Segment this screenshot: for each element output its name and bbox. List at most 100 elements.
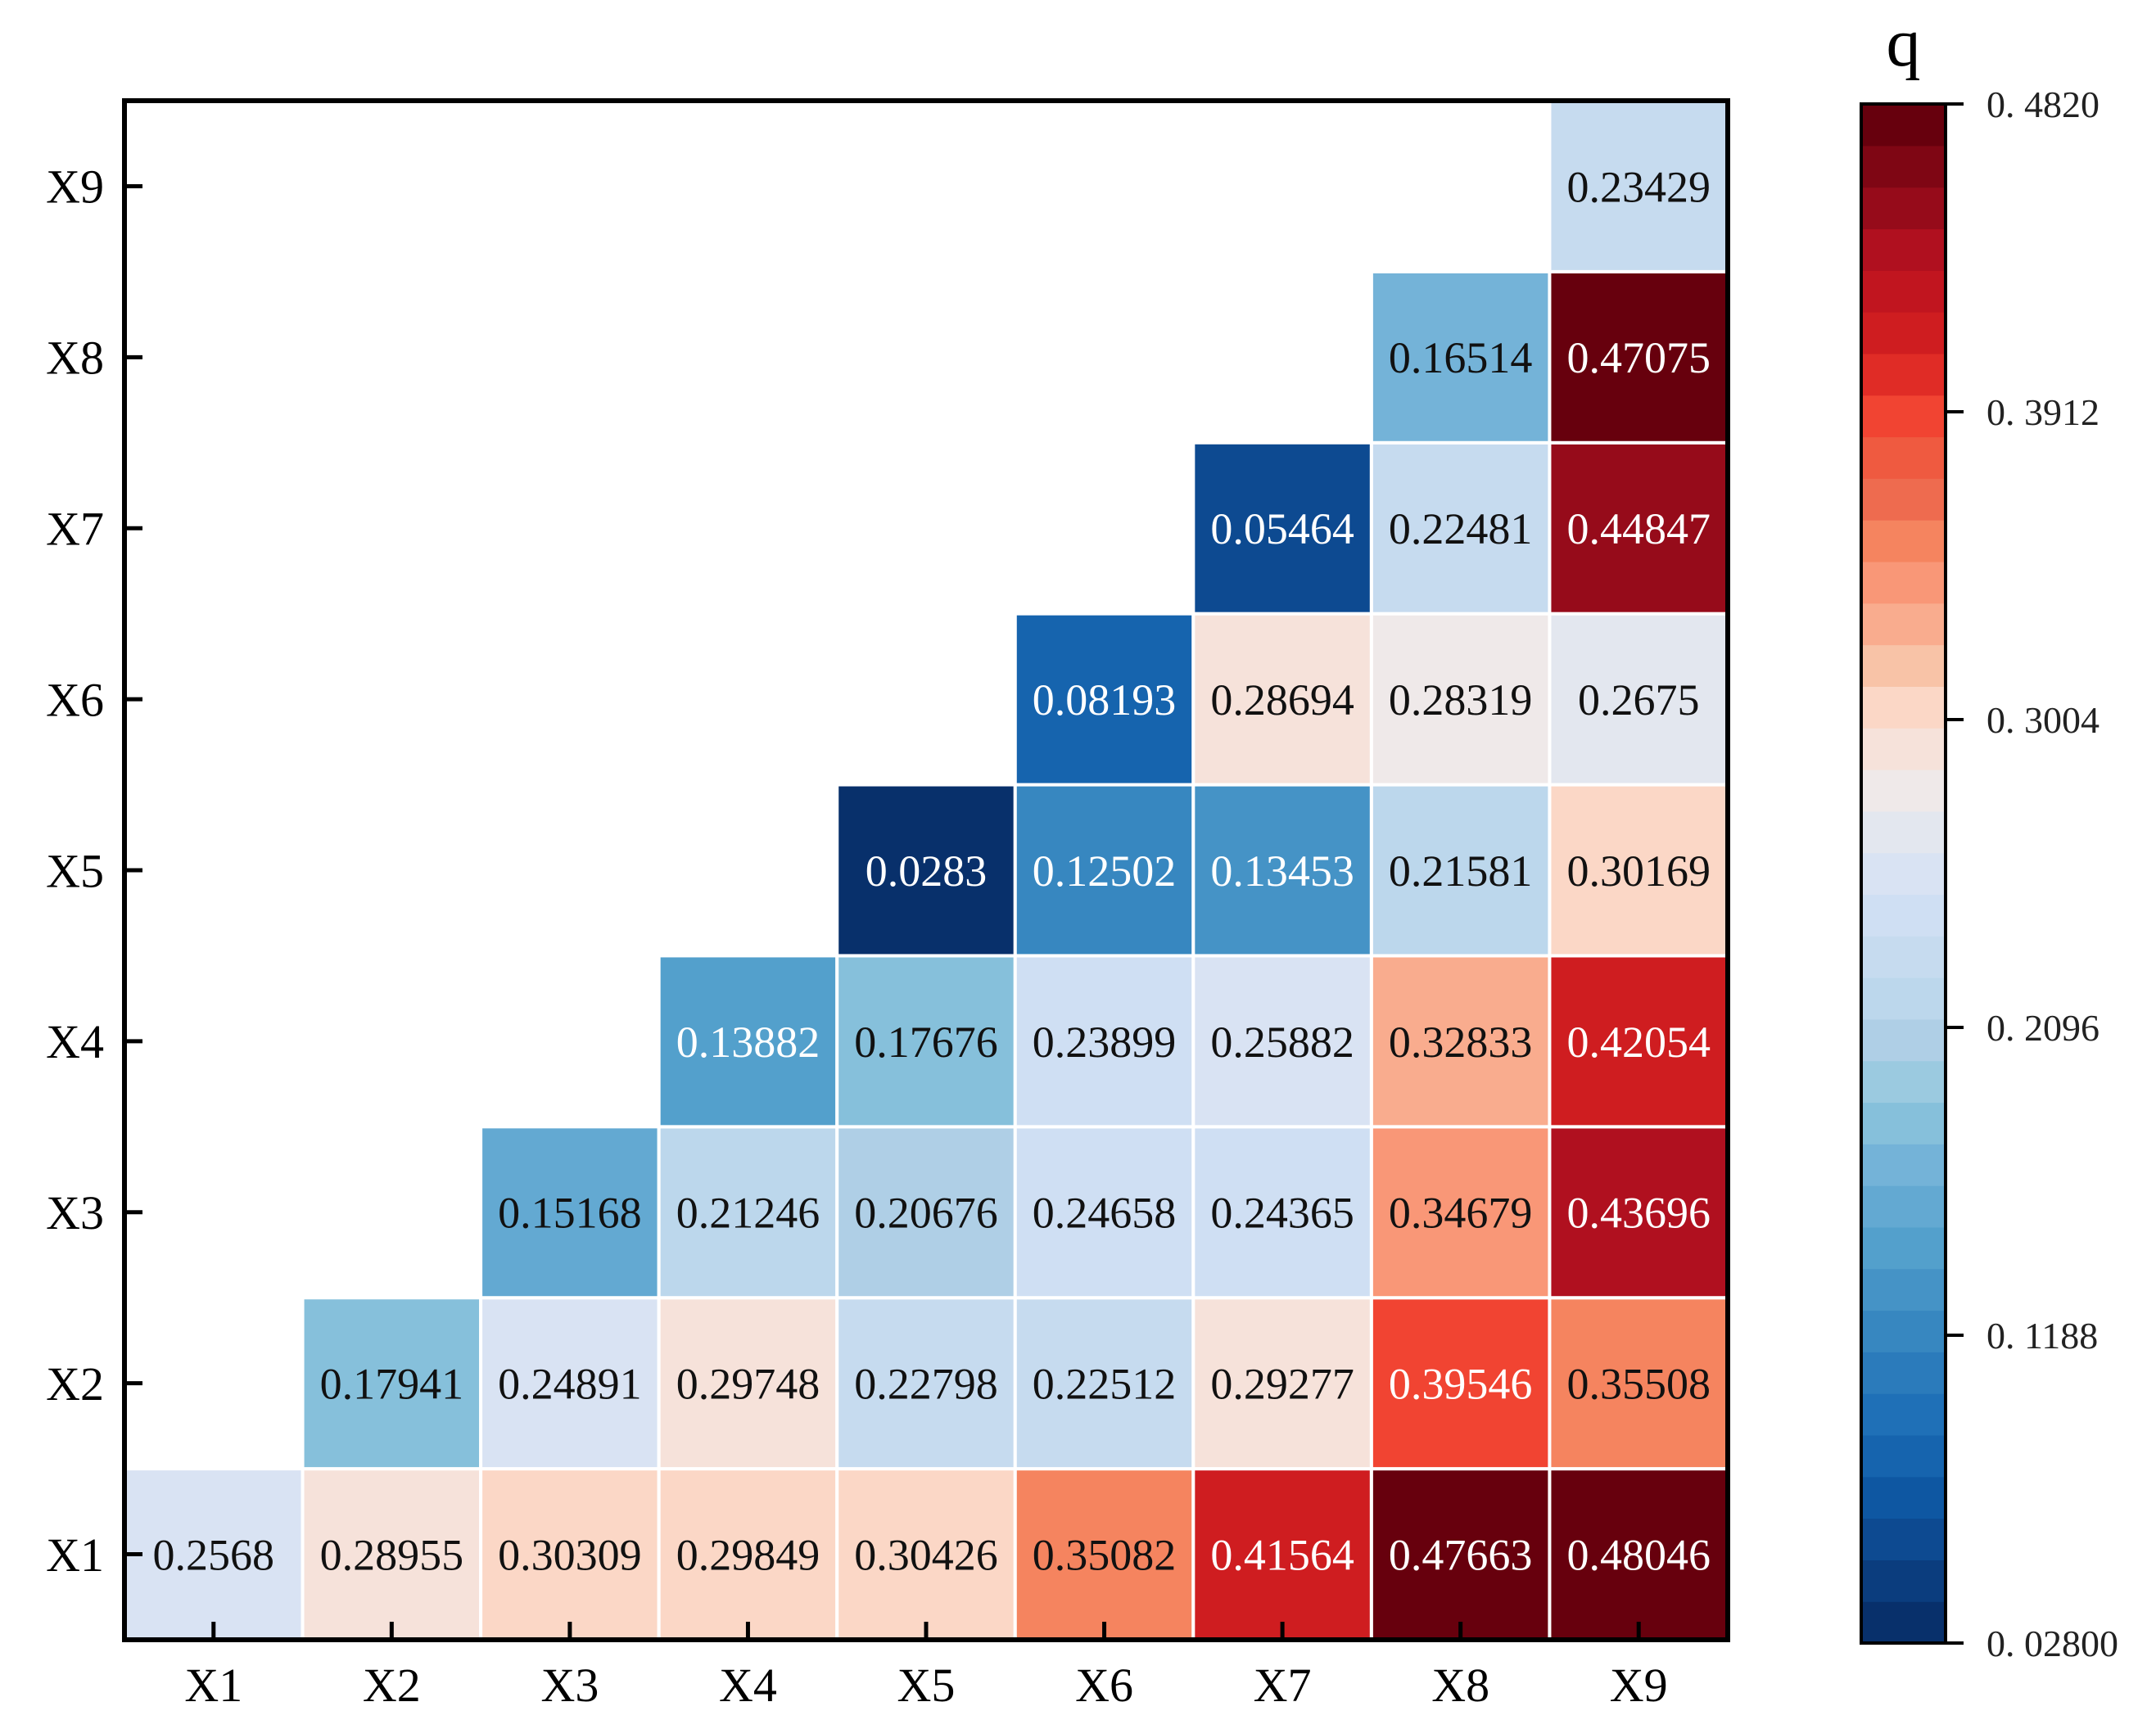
cell-value-label: 0.20676 bbox=[854, 1189, 998, 1238]
colorbar-segment bbox=[1861, 686, 1946, 729]
colorbar-segment bbox=[1861, 1560, 1946, 1602]
colorbar-segment bbox=[1861, 1434, 1946, 1478]
cell-value-label: 0.30426 bbox=[854, 1530, 998, 1579]
colorbar-segment bbox=[1861, 228, 1946, 271]
y-tick-label: X6 bbox=[46, 673, 104, 726]
heatmap-cell bbox=[479, 1296, 661, 1471]
colorbar-segment bbox=[1861, 353, 1946, 396]
heatmap-cell bbox=[1191, 783, 1373, 958]
colorbar-segment bbox=[1861, 312, 1946, 354]
colorbar-border bbox=[1860, 102, 1947, 1645]
colorbar-segment bbox=[1861, 894, 1946, 937]
y-tick-label: X7 bbox=[46, 503, 104, 556]
cell-value-label: 0.30309 bbox=[498, 1530, 642, 1579]
cell-value-label: 0.28319 bbox=[1389, 675, 1533, 725]
heatmap-cell bbox=[1013, 612, 1196, 787]
cell-value-label: 0.12502 bbox=[1033, 846, 1177, 896]
heatmap-cell bbox=[1369, 1467, 1552, 1641]
x-tick-label: X5 bbox=[897, 1659, 956, 1712]
cell-value-label: 0.24891 bbox=[498, 1360, 642, 1409]
cell-value-label: 0.21581 bbox=[1389, 846, 1533, 896]
colorbar-segment bbox=[1861, 1185, 1946, 1228]
colorbar-tick-label: 0. 02800 bbox=[1987, 1623, 2118, 1664]
colorbar-tick-label: 0. 3912 bbox=[1987, 391, 2100, 433]
heatmap-cell bbox=[479, 1125, 661, 1300]
colorbar-segment bbox=[1861, 520, 1946, 562]
colorbar-segment bbox=[1861, 1352, 1946, 1394]
cell-value-label: 0.23899 bbox=[1033, 1018, 1177, 1067]
heatmap-cell bbox=[1369, 612, 1552, 787]
x-tick-label: X6 bbox=[1075, 1659, 1133, 1712]
cell-value-label: 0.44847 bbox=[1566, 504, 1711, 553]
cell-value-label: 0.48046 bbox=[1566, 1530, 1711, 1579]
colorbar-segment bbox=[1861, 769, 1946, 812]
y-tick-label: X9 bbox=[46, 160, 104, 214]
cell-value-label: 0.17676 bbox=[854, 1018, 998, 1067]
colorbar-segment bbox=[1861, 1518, 1946, 1560]
colorbar-segment bbox=[1861, 603, 1946, 646]
cell-value-label: 0.39546 bbox=[1389, 1360, 1533, 1409]
heatmap-cell bbox=[1548, 612, 1730, 787]
heatmap-cell bbox=[1369, 440, 1552, 616]
x-tick-label: X2 bbox=[363, 1659, 421, 1712]
heatmap-cell bbox=[1548, 99, 1730, 273]
colorbar-tick-label: 0. 1188 bbox=[1987, 1315, 2098, 1357]
cell-value-label: 0.13453 bbox=[1210, 846, 1354, 896]
colorbar-segment bbox=[1861, 436, 1946, 479]
cell-value-label: 0.22798 bbox=[854, 1360, 998, 1409]
cell-value-label: 0.47075 bbox=[1566, 333, 1711, 382]
y-tick-label: X2 bbox=[46, 1357, 104, 1411]
colorbar-segment bbox=[1861, 145, 1946, 188]
colorbar-segment bbox=[1861, 270, 1946, 313]
colorbar-segment bbox=[1861, 1601, 1946, 1644]
colorbar-segment bbox=[1861, 644, 1946, 687]
colorbar-segment bbox=[1861, 1310, 1946, 1352]
colorbar-segment bbox=[1861, 977, 1946, 1020]
y-tick-label: X8 bbox=[46, 332, 104, 385]
colorbar-segment bbox=[1861, 1018, 1946, 1062]
colorbar-segment bbox=[1861, 1102, 1946, 1144]
cell-value-label: 0.08193 bbox=[1033, 675, 1177, 725]
heatmap-cell bbox=[1013, 1125, 1196, 1300]
cell-value-label: 0.29277 bbox=[1210, 1360, 1354, 1409]
cell-value-label: 0.29748 bbox=[676, 1360, 820, 1409]
cell-value-label: 0.29849 bbox=[676, 1530, 820, 1579]
x-tick-label: X4 bbox=[719, 1659, 777, 1712]
heatmap-cell bbox=[1191, 440, 1373, 616]
heatmap-cell bbox=[1369, 1296, 1552, 1471]
cell-value-label: 0.35508 bbox=[1566, 1360, 1711, 1409]
heatmap-cell bbox=[1369, 269, 1552, 445]
cell-value-label: 0.17941 bbox=[320, 1360, 464, 1409]
cell-value-label: 0.35082 bbox=[1033, 1530, 1177, 1579]
cell-value-label: 0.2675 bbox=[1578, 675, 1700, 725]
colorbar-segment bbox=[1861, 1144, 1946, 1186]
colorbar: 0. 02800 0. 1188 0. 2096 0. 3004 0. 3912 0. 4… bbox=[1860, 5, 2118, 1664]
colorbar-segment bbox=[1861, 1393, 1946, 1436]
cell-value-label: 0.43696 bbox=[1566, 1189, 1711, 1238]
colorbar-segment bbox=[1861, 936, 1946, 978]
heatmap-cell bbox=[1369, 954, 1552, 1129]
heatmap-cell bbox=[1548, 954, 1730, 1129]
y-tick-label: X1 bbox=[46, 1528, 104, 1582]
heatmap-cell bbox=[1548, 1467, 1730, 1641]
cell-value-label: 0.28955 bbox=[320, 1530, 464, 1579]
colorbar-segment bbox=[1861, 395, 1946, 438]
cell-value-label: 0.05464 bbox=[1210, 504, 1354, 553]
cell-value-label: 0.24365 bbox=[1210, 1189, 1354, 1238]
colorbar-segment bbox=[1861, 561, 1946, 604]
heatmap-cell bbox=[835, 783, 1017, 958]
heatmap-cell bbox=[1369, 783, 1552, 958]
y-tick-label: X4 bbox=[46, 1015, 104, 1068]
colorbar-segment bbox=[1861, 810, 1946, 854]
cell-value-label: 0.23429 bbox=[1566, 162, 1711, 211]
cell-value-label: 0.21246 bbox=[676, 1189, 820, 1238]
colorbar-tick-label: 0. 4820 bbox=[1987, 84, 2100, 125]
colorbar-segment bbox=[1861, 104, 1946, 147]
cell-value-label: 0.13882 bbox=[676, 1018, 820, 1067]
heatmap-cell bbox=[123, 1467, 305, 1641]
colorbar-segment bbox=[1861, 1268, 1946, 1311]
colorbar-tick-label: 0. 2096 bbox=[1987, 1007, 2100, 1049]
axes: X1 X2 X3 X4 X5 X6 X7 X8 X9 X1 X2 X3 X4 X5 X6 X7 X8 X9 bbox=[46, 160, 1668, 1712]
